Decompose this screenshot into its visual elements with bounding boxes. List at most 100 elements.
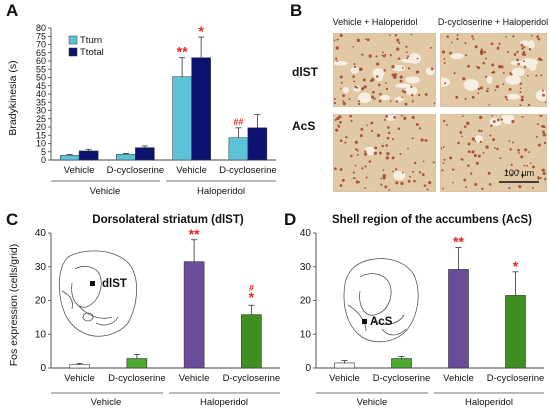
brain-section-diagram-acs [343,258,419,343]
fos-positive-cell [471,150,475,154]
fos-positive-cell [537,143,541,147]
y-tick-label: 70 [36,40,46,50]
y-tick-label: 80 [36,23,46,33]
fos-positive-cell [398,41,401,45]
bar-tturn [116,153,136,161]
fos-positive-cell [509,72,512,75]
fos-positive-cell [391,65,395,69]
fos-positive-cell [364,165,367,168]
fos-positive-cell [400,115,404,117]
fos-positive-cell [471,95,475,99]
fos-positive-cell [537,37,541,41]
fos-positive-cell [393,75,397,79]
fos-positive-cell [339,168,343,171]
fos-positive-cell [481,187,484,191]
fos-positive-cell [338,125,341,128]
fos-positive-cell [387,131,391,135]
fos-positive-cell [422,160,425,163]
fos-positive-cell [370,95,374,99]
fos-positive-cell [358,181,361,183]
fos-positive-cell [370,121,374,125]
bar-tturn [228,137,249,161]
fos-positive-cell [399,153,402,155]
fos-positive-cell [479,140,482,143]
fos-positive-cell [526,164,528,167]
fos-positive-cell [441,147,443,150]
group-label-vehicle: Vehicle [357,397,388,408]
fos-positive-cell [491,115,494,117]
category-label: Vehicle [176,165,207,176]
fos-positive-cell [377,83,381,87]
y-tick-label: 5 [41,147,46,157]
fos-positive-cell [473,153,477,158]
fiber-bundle [380,94,391,101]
fos-positive-cell [355,180,359,184]
fos-positive-cell [356,149,359,152]
bar-ttotal [191,57,211,161]
fos-positive-cell [475,161,479,165]
group-label-vehicle: Vehicle [90,186,121,197]
fos-positive-cell [465,186,467,189]
fos-positive-cell [518,152,520,154]
category-label: Vehicle [329,373,360,384]
fos-positive-cell [391,156,395,160]
bar-ttotal [247,127,268,161]
fos-positive-cell [349,115,353,118]
fos-positive-cell [385,144,389,147]
y-tick-label: 35 [36,97,46,107]
fos-positive-cell [528,48,532,51]
fos-positive-cell [389,100,392,102]
fos-positive-cell [334,39,336,42]
fos-positive-cell [496,47,500,50]
group-label-haloperidol: Haloperidol [465,397,513,408]
fos-positive-cell [388,189,391,191]
fos-positive-cell [517,169,520,173]
acs-marker [362,319,367,324]
fos-positive-cell [477,154,481,158]
fos-positive-cell [416,57,419,60]
fos-positive-cell [364,187,366,190]
fos-positive-cell [401,89,405,93]
fos-positive-cell [403,90,407,94]
fos-positive-cell [490,124,493,127]
fos-positive-cell [423,184,427,187]
significance-marker: ** [189,226,200,242]
fos-positive-cell [489,134,492,137]
fos-positive-cell [368,160,372,163]
fos-positive-cell [336,60,339,62]
fos-positive-cell [443,58,446,60]
fos-positive-cell [496,118,500,122]
fos-positive-cell [488,182,492,186]
fos-positive-cell [366,124,369,127]
fos-positive-cell [453,72,456,75]
fos-positive-cell [385,115,389,118]
fos-positive-cell [524,148,528,152]
fiber-bundle [350,66,359,74]
fos-positive-cell [542,133,546,137]
fos-positive-cell [397,58,400,61]
fos-positive-cell [389,54,392,57]
group-label-haloperidol: Haloperidol [200,397,248,408]
fos-positive-cell [543,141,546,145]
fos-positive-cell [499,157,502,160]
fos-positive-cell [442,162,445,164]
fos-positive-cell [394,73,398,77]
fos-positive-cell [381,144,384,148]
fos-positive-cell [542,171,546,176]
fos-positive-cell [492,138,496,142]
fos-positive-cell [335,57,338,60]
fos-positive-cell [354,140,358,144]
fos-positive-cell [382,54,386,58]
fiber-bundle [450,53,464,60]
fos-positive-cell [541,168,545,172]
fos-positive-cell [382,51,384,54]
fos-positive-cell [442,119,446,123]
fos-positive-cell [387,126,390,129]
bradykinesia-chart: A Bradykinesia (s) 051015202530354045505… [6,1,277,197]
fos-positive-cell [508,140,511,143]
fos-positive-cell [365,176,368,179]
fos-positive-cell [498,42,501,45]
significance-marker: ** [177,44,188,60]
fos-positive-cell [373,146,378,150]
fiber-bundle [463,79,479,91]
